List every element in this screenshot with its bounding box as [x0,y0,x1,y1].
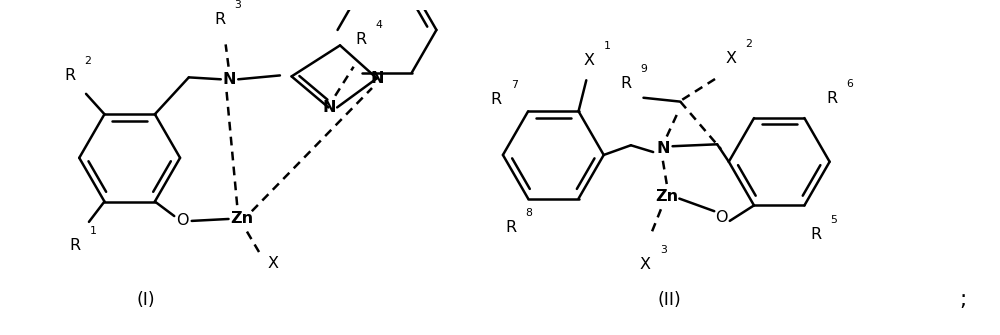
Text: 4: 4 [376,20,383,30]
Text: O: O [176,213,188,228]
Text: 2: 2 [745,39,752,49]
Text: R: R [214,12,225,27]
Text: (I): (I) [137,291,155,310]
Text: 5: 5 [831,215,837,225]
Text: N: N [656,141,670,156]
Text: R: R [64,68,75,83]
Text: 3: 3 [234,0,241,10]
Text: 8: 8 [525,208,532,218]
Text: 9: 9 [641,64,647,74]
Text: ;: ; [960,290,967,310]
Text: N: N [223,72,236,87]
Text: O: O [715,210,727,225]
Text: R: R [491,92,502,107]
Text: 1: 1 [604,42,611,51]
Text: Zn: Zn [655,189,678,204]
Text: 3: 3 [660,245,667,255]
Text: Zn: Zn [231,211,254,226]
Text: X: X [725,51,736,66]
Text: R: R [826,91,837,106]
Text: R: R [70,238,81,253]
Text: 2: 2 [84,56,91,66]
Text: N: N [370,71,384,86]
Text: (II): (II) [658,291,682,310]
Text: 6: 6 [846,79,853,89]
Text: R: R [505,220,516,235]
Text: R: R [810,227,822,242]
Text: R: R [356,32,367,47]
Text: X: X [268,256,279,271]
Text: X: X [584,53,595,68]
Text: 7: 7 [511,80,517,90]
Text: N: N [323,100,336,115]
Text: 1: 1 [90,226,97,236]
Text: X: X [640,257,651,272]
Text: R: R [620,76,632,91]
